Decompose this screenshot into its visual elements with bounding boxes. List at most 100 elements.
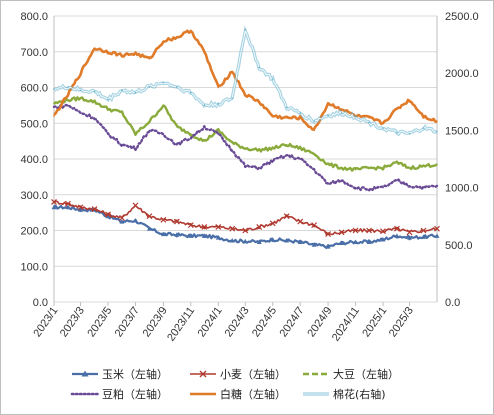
data-point — [271, 115, 274, 117]
data-point — [408, 133, 411, 135]
data-point — [79, 72, 82, 74]
data-point — [51, 198, 57, 205]
data-point — [67, 99, 69, 101]
data-point — [396, 179, 398, 182]
data-point — [190, 136, 192, 139]
series-2 — [53, 96, 438, 172]
data-point — [366, 227, 372, 234]
data-point — [394, 225, 400, 232]
data-point — [242, 238, 248, 244]
data-point — [162, 133, 165, 135]
data-point — [105, 213, 111, 219]
data-point — [406, 229, 413, 236]
data-point — [436, 185, 438, 187]
data-point — [53, 106, 55, 108]
right-tick-label: 2500.0 — [445, 11, 479, 23]
series-line — [53, 29, 438, 131]
data-point — [132, 202, 139, 209]
data-point — [394, 233, 400, 238]
data-point — [107, 50, 109, 53]
data-point — [176, 143, 178, 146]
data-point — [313, 168, 315, 171]
data-point — [51, 204, 57, 210]
data-point — [203, 104, 206, 107]
data-point — [134, 147, 137, 150]
data-point — [217, 86, 220, 89]
data-point — [121, 89, 123, 92]
data-point — [285, 143, 288, 146]
data-point — [422, 165, 425, 167]
legend-marker — [81, 370, 89, 377]
right-tick-label: 500.0 — [445, 240, 473, 252]
series-1 — [51, 198, 440, 237]
data-point — [187, 222, 194, 229]
legend-label: 棉花(右轴) — [333, 387, 386, 401]
legend-item: 白糖（左轴） — [190, 387, 286, 401]
data-point — [53, 115, 55, 117]
data-point — [340, 167, 343, 169]
data-point — [258, 149, 261, 151]
data-point — [354, 186, 357, 189]
legend-item: 大豆（左轴） — [303, 367, 399, 381]
data-point — [313, 129, 315, 132]
data-point — [201, 224, 208, 230]
data-point — [65, 200, 71, 207]
data-point — [422, 127, 425, 129]
data-point — [242, 227, 249, 234]
data-point — [311, 222, 318, 229]
data-point — [119, 215, 125, 221]
legend-label: 豆粕（左轴） — [102, 387, 168, 401]
data-point — [311, 242, 317, 247]
left-tick-label: 700.0 — [20, 47, 48, 59]
data-point — [271, 159, 274, 162]
data-point — [190, 29, 192, 32]
data-point — [434, 233, 440, 238]
left-tick-label: 0.0 — [33, 297, 48, 309]
data-point — [285, 154, 288, 157]
data-point — [436, 120, 438, 123]
data-point — [244, 28, 247, 31]
legend-item: 豆粕（左轴） — [70, 387, 168, 401]
data-point — [93, 90, 96, 93]
left-tick-label: 500.0 — [20, 118, 48, 130]
data-point — [231, 97, 234, 100]
data-point — [285, 117, 288, 119]
data-point — [407, 235, 413, 240]
data-point — [148, 120, 151, 123]
data-point — [217, 129, 220, 132]
data-point — [366, 239, 372, 244]
legend-label: 白糖（左轴） — [220, 387, 286, 401]
left-tick-label: 600.0 — [20, 83, 48, 95]
legend-item: 玉米（左轴） — [72, 367, 168, 381]
data-point — [258, 66, 261, 69]
data-point — [436, 130, 438, 133]
data-point — [121, 143, 123, 146]
data-point — [107, 108, 109, 110]
data-point — [53, 88, 55, 91]
right-tick-label: 2000.0 — [445, 68, 479, 80]
left-tick-label: 200.0 — [20, 226, 48, 238]
data-point — [368, 117, 370, 119]
data-point — [354, 168, 357, 171]
data-point — [299, 158, 301, 160]
data-point — [162, 104, 165, 107]
data-point — [231, 142, 234, 144]
data-point — [256, 224, 263, 230]
data-point — [269, 220, 276, 227]
data-point — [203, 50, 206, 53]
data-point — [408, 167, 411, 169]
data-point — [283, 213, 290, 220]
data-point — [107, 98, 109, 101]
data-point — [148, 58, 151, 60]
data-point — [121, 111, 123, 114]
right-tick-label: 0.0 — [445, 297, 460, 309]
data-point — [160, 216, 167, 223]
series-4 — [53, 29, 438, 132]
data-point — [176, 36, 178, 39]
data-point — [396, 161, 398, 164]
data-point — [408, 99, 411, 101]
data-point — [327, 102, 329, 105]
series-0 — [51, 204, 440, 249]
data-point — [121, 54, 123, 57]
data-point — [79, 89, 82, 92]
